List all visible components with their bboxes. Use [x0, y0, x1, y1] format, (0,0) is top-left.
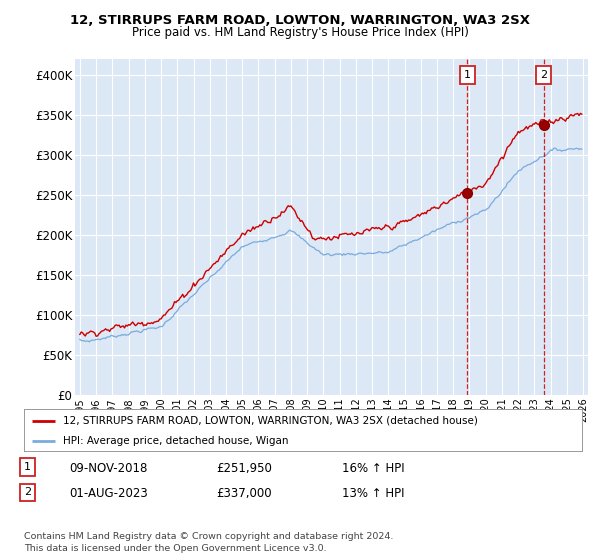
Text: Contains HM Land Registry data © Crown copyright and database right 2024.: Contains HM Land Registry data © Crown c…	[24, 532, 394, 541]
Text: £251,950: £251,950	[216, 462, 272, 475]
Bar	[544, 59, 591, 395]
Text: 1: 1	[24, 462, 31, 472]
Text: 1: 1	[464, 70, 471, 80]
Text: 01-AUG-2023: 01-AUG-2023	[69, 487, 148, 500]
Bar	[467, 59, 544, 395]
Text: 16% ↑ HPI: 16% ↑ HPI	[342, 462, 404, 475]
Text: Price paid vs. HM Land Registry's House Price Index (HPI): Price paid vs. HM Land Registry's House …	[131, 26, 469, 39]
Text: 2: 2	[541, 70, 547, 80]
Text: 13% ↑ HPI: 13% ↑ HPI	[342, 487, 404, 500]
Text: This data is licensed under the Open Government Licence v3.0.: This data is licensed under the Open Gov…	[24, 544, 326, 553]
Text: 12, STIRRUPS FARM ROAD, LOWTON, WARRINGTON, WA3 2SX: 12, STIRRUPS FARM ROAD, LOWTON, WARRINGT…	[70, 14, 530, 27]
Text: HPI: Average price, detached house, Wigan: HPI: Average price, detached house, Wiga…	[63, 436, 289, 446]
Text: 12, STIRRUPS FARM ROAD, LOWTON, WARRINGTON, WA3 2SX (detached house): 12, STIRRUPS FARM ROAD, LOWTON, WARRINGT…	[63, 416, 478, 426]
Text: £337,000: £337,000	[216, 487, 272, 500]
Text: 2: 2	[24, 487, 31, 497]
Text: 09-NOV-2018: 09-NOV-2018	[69, 462, 148, 475]
